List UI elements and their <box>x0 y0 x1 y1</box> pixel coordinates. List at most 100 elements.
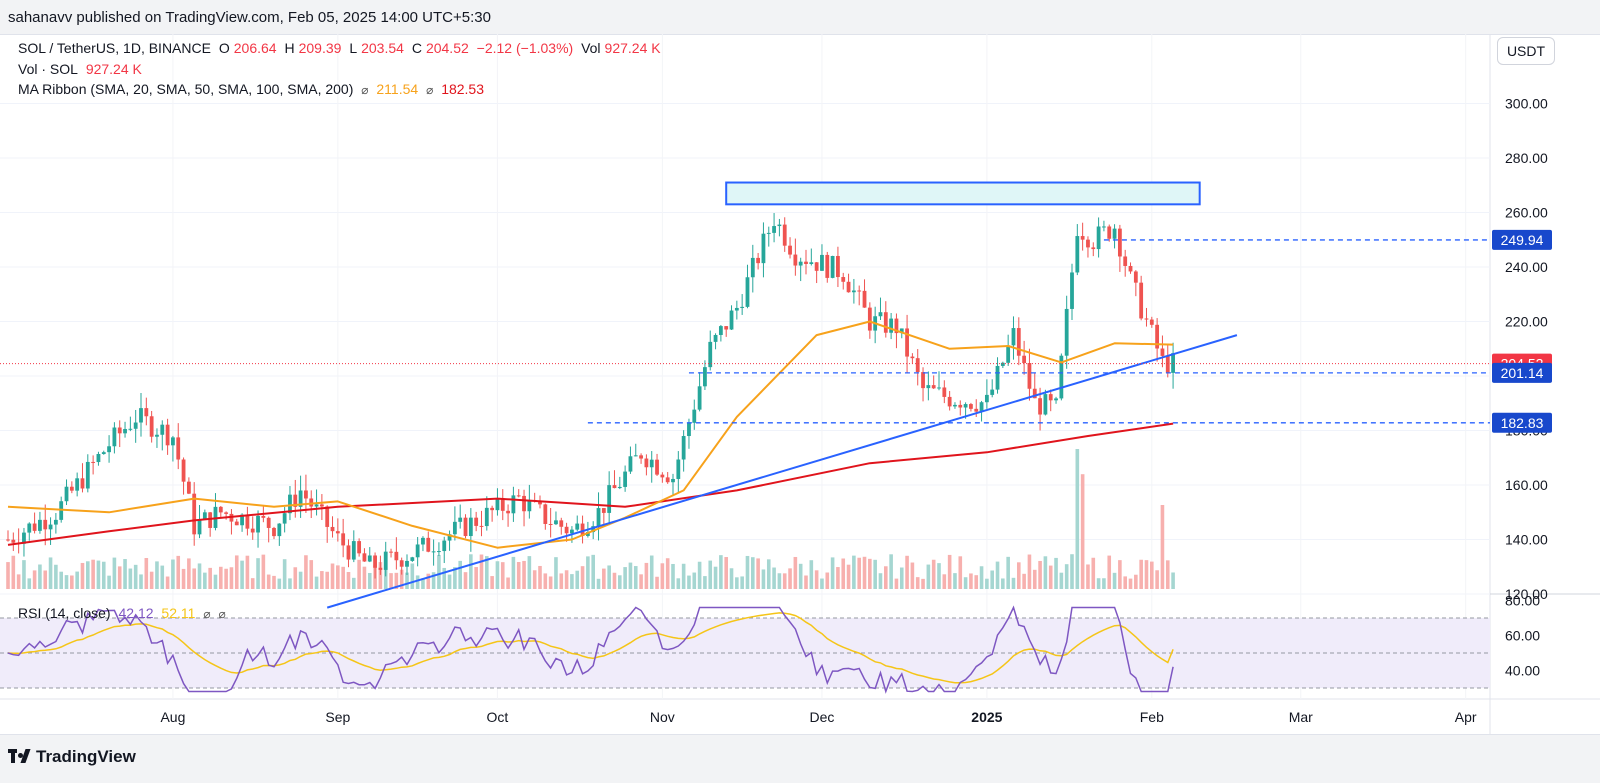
candle-body[interactable] <box>415 544 420 558</box>
eye-slash-icon[interactable]: ⌀ <box>426 83 434 97</box>
candle-body[interactable] <box>665 477 670 483</box>
eye-slash-icon[interactable]: ⌀ <box>203 607 211 621</box>
candle-body[interactable] <box>394 551 399 561</box>
candle-body[interactable] <box>617 486 622 489</box>
candle-body[interactable] <box>878 312 883 317</box>
candle-body[interactable] <box>798 261 803 266</box>
candle-body[interactable] <box>1038 398 1042 415</box>
candle-body[interactable] <box>953 404 957 407</box>
candle-body[interactable] <box>1059 355 1064 399</box>
candle-body[interactable] <box>633 455 638 457</box>
candle-body[interactable] <box>511 495 516 514</box>
candle-body[interactable] <box>165 424 170 446</box>
candle-body[interactable] <box>937 387 941 389</box>
candle-body[interactable] <box>11 539 16 543</box>
candle-body[interactable] <box>708 341 713 368</box>
currency-selector[interactable]: USDT <box>1497 37 1555 65</box>
candle-body[interactable] <box>862 290 867 308</box>
candle-body[interactable] <box>431 551 436 553</box>
candle-body[interactable] <box>1043 394 1048 415</box>
candle-body[interactable] <box>1139 282 1144 319</box>
candle-body[interactable] <box>692 409 697 423</box>
candle-body[interactable] <box>596 508 601 527</box>
legend-symbol[interactable]: SOL / TetherUS, 1D, BINANCE <box>18 40 211 56</box>
candle-body[interactable] <box>6 539 10 541</box>
candle-body[interactable] <box>192 493 197 535</box>
candle-body[interactable] <box>729 310 734 330</box>
candle-body[interactable] <box>155 434 159 437</box>
candle-body[interactable] <box>522 495 526 512</box>
candle-body[interactable] <box>1006 345 1011 363</box>
eye-slash-icon[interactable]: ⌀ <box>361 83 369 97</box>
candle-body[interactable] <box>564 526 569 534</box>
candle-body[interactable] <box>373 555 377 568</box>
candle-body[interactable] <box>437 551 441 553</box>
candle-body[interactable] <box>1112 228 1117 239</box>
candle-body[interactable] <box>830 255 835 278</box>
eye-slash-icon[interactable]: ⌀ <box>218 607 226 621</box>
candle-body[interactable] <box>277 523 282 537</box>
candle-body[interactable] <box>612 485 617 489</box>
candle-body[interactable] <box>793 254 798 266</box>
candle-body[interactable] <box>820 254 824 271</box>
candle-body[interactable] <box>516 495 521 497</box>
candle-body[interactable] <box>53 519 58 525</box>
candle-body[interactable] <box>703 367 707 387</box>
candle-body[interactable] <box>447 534 452 541</box>
candle-body[interactable] <box>1086 239 1090 248</box>
candle-body[interactable] <box>186 481 191 494</box>
candle-body[interactable] <box>883 312 888 333</box>
candle-body[interactable] <box>655 459 659 475</box>
candle-body[interactable] <box>319 504 324 507</box>
candle-body[interactable] <box>133 422 138 429</box>
candle-body[interactable] <box>43 519 48 530</box>
candle-body[interactable] <box>889 318 894 333</box>
candle-body[interactable] <box>809 262 814 264</box>
ma-200-line[interactable] <box>7 422 1174 546</box>
candle-body[interactable] <box>548 523 553 525</box>
candle-body[interactable] <box>814 262 819 271</box>
candle-body[interactable] <box>357 541 362 554</box>
candle-body[interactable] <box>734 307 739 311</box>
resistance-zone[interactable] <box>725 181 1201 206</box>
candle-body[interactable] <box>740 306 745 308</box>
candle-body[interactable] <box>463 517 468 537</box>
candle-body[interactable] <box>1096 226 1101 250</box>
candle-body[interactable] <box>979 402 984 412</box>
candle-body[interactable] <box>1133 271 1138 283</box>
rsi-ma-line[interactable] <box>7 612 1174 684</box>
candle-body[interactable] <box>224 512 229 514</box>
candle-body[interactable] <box>1149 319 1154 325</box>
candle-body[interactable] <box>1027 363 1032 389</box>
candle-body[interactable] <box>468 517 473 537</box>
candle-body[interactable] <box>75 478 80 491</box>
candle-body[interactable] <box>1117 228 1122 257</box>
candle-body[interactable] <box>202 512 207 520</box>
candle-body[interactable] <box>272 527 276 537</box>
candle-body[interactable] <box>1054 398 1058 401</box>
candle-body[interactable] <box>367 555 372 562</box>
candle-body[interactable] <box>495 498 500 511</box>
candle-body[interactable] <box>107 446 111 453</box>
candle-body[interactable] <box>580 523 585 536</box>
candle-body[interactable] <box>351 541 356 560</box>
candle-body[interactable] <box>405 560 409 567</box>
candle-body[interactable] <box>171 437 175 446</box>
candle-body[interactable] <box>176 437 181 460</box>
candle-body[interactable] <box>926 385 931 389</box>
candle-body[interactable] <box>1144 318 1149 320</box>
candle-body[interactable] <box>378 567 383 570</box>
candle-body[interactable] <box>1128 265 1133 272</box>
candle-body[interactable] <box>458 517 463 522</box>
candle-body[interactable] <box>718 326 723 335</box>
candle-body[interactable] <box>96 454 101 463</box>
candle-body[interactable] <box>1080 236 1085 240</box>
candle-body[interactable] <box>559 520 564 527</box>
candle-body[interactable] <box>442 540 447 552</box>
candle-body[interactable] <box>426 537 431 552</box>
candle-body[interactable] <box>867 307 872 331</box>
candle-body[interactable] <box>399 560 404 567</box>
candle-body[interactable] <box>38 519 42 531</box>
candle-body[interactable] <box>91 461 96 463</box>
candle-body[interactable] <box>660 474 665 478</box>
